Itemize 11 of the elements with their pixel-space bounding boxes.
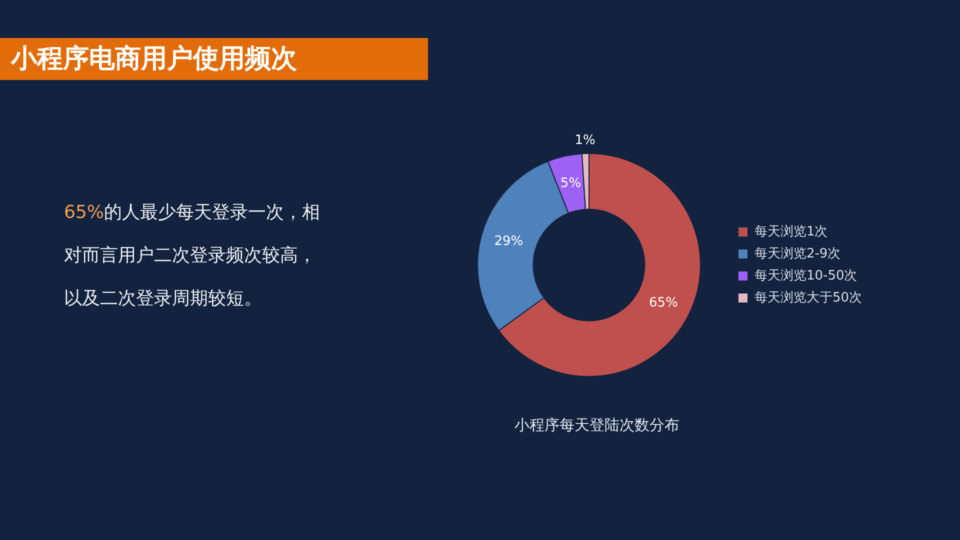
legend-label: 每天浏览1次 — [754, 224, 828, 240]
legend-label: 每天浏览10-50次 — [754, 268, 858, 284]
text: 65%的人最少每天登录一次，相对而言用户二次登录频次较高，以及二次登录周期较短。 — [64, 202, 320, 309]
data-label: 5% — [560, 176, 582, 191]
legend-label: 每天浏览大于50次 — [754, 290, 862, 306]
data-label: 29% — [494, 234, 524, 250]
text: 小程序每天登陆次数分布 — [514, 415, 680, 435]
legend-label: 每天浏览2-9次 — [754, 246, 841, 262]
data-label: 65% — [649, 295, 678, 310]
data-label: 1% — [574, 132, 596, 148]
text: 小程序电商用户使用频次 — [11, 44, 297, 74]
